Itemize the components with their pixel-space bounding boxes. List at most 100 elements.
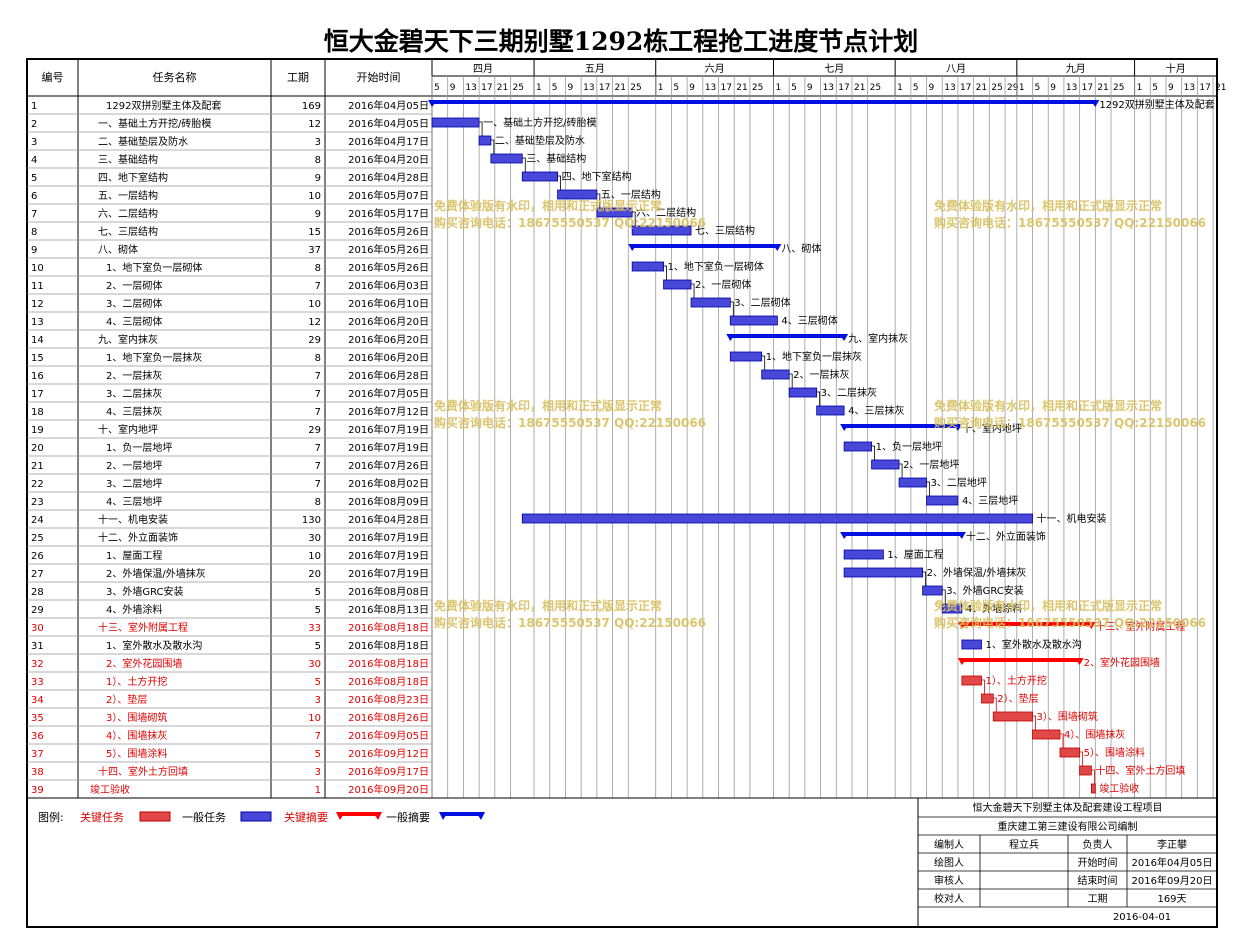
summary-end-marker — [1086, 622, 1096, 629]
task-duration: 7 — [315, 407, 321, 418]
task-duration: 7 — [315, 389, 321, 400]
dependency-line — [926, 481, 930, 496]
task-duration: 5 — [315, 587, 321, 598]
task-id: 16 — [31, 371, 44, 382]
header-start: 开始时间 — [357, 70, 401, 84]
day-tick-label: 9 — [567, 83, 573, 93]
task-start: 2016年08月02日 — [348, 477, 429, 490]
task-start: 2016年08月18日 — [348, 621, 429, 634]
task-name: 七、三层结构 — [98, 225, 158, 238]
dependency-line — [1032, 715, 1036, 730]
dependency-line — [993, 697, 997, 712]
task-start: 2016年04月05日 — [348, 117, 429, 130]
month-label: 七月 — [824, 63, 844, 75]
summary-end-marker — [628, 244, 638, 251]
task-name: 1、屋面工程 — [106, 550, 162, 562]
task-bar — [490, 153, 523, 164]
task-start: 2016年08月18日 — [348, 675, 429, 688]
task-id: 23 — [31, 497, 44, 508]
task-bar — [1091, 783, 1096, 794]
bar-label: 十三、室外附属工程 — [1095, 620, 1185, 633]
task-duration: 8 — [315, 155, 321, 166]
task-start: 2016年04月17日 — [348, 135, 429, 148]
task-id: 33 — [31, 677, 44, 688]
dependency-line — [942, 589, 946, 604]
watermark-line2: 购买咨询电话：18675550537 QQ:22150066 — [434, 215, 706, 230]
task-name: 5）、围墙涂料 — [106, 747, 167, 760]
task-id: 28 — [31, 587, 44, 598]
summary-end-marker — [839, 334, 849, 341]
task-bar — [926, 495, 959, 506]
dependency-line — [490, 139, 495, 154]
task-start: 2016年08月23日 — [348, 693, 429, 706]
day-tick-label: 25 — [630, 83, 641, 93]
day-tick-label: 21 — [1097, 83, 1108, 93]
day-tick-label: 9 — [1050, 83, 1056, 93]
info-date: 2016-04-01 — [1113, 912, 1171, 923]
task-name: 1、地下室负一层抹灰 — [106, 351, 202, 364]
task-start: 2016年07月26日 — [348, 459, 429, 472]
task-start: 2016年08月18日 — [348, 639, 429, 652]
dependency-line — [596, 193, 601, 208]
day-tick-label: 17 — [838, 83, 849, 93]
task-name: 4、三层砌体 — [106, 316, 162, 328]
day-tick-label: 25 — [991, 83, 1002, 93]
bar-label: 十、室内地坪 — [962, 422, 1022, 435]
summary-end-marker — [1090, 100, 1100, 107]
task-duration: 10 — [308, 191, 321, 202]
task-name: 3）、围墙砌筑 — [106, 711, 167, 724]
day-tick-label: 1 — [897, 83, 903, 93]
task-start: 2016年08月09日 — [348, 495, 429, 508]
summary-bar — [961, 622, 1092, 626]
task-bar — [941, 603, 963, 614]
summary-end-marker — [428, 100, 437, 107]
task-bar — [478, 135, 492, 146]
summary-end-marker — [957, 622, 967, 629]
month-label: 五月 — [585, 63, 605, 75]
task-name: 十一、机电安装 — [98, 513, 168, 526]
task-start: 2016年09月17日 — [348, 765, 429, 778]
task-name: 十三、室外附属工程 — [98, 621, 188, 634]
day-tick-label: 21 — [976, 83, 987, 93]
task-name: 2、一层地坪 — [106, 459, 162, 472]
summary-bar — [432, 100, 1096, 104]
task-duration: 7 — [315, 443, 321, 454]
task-duration: 10 — [308, 551, 321, 562]
task-id: 36 — [31, 731, 44, 742]
task-bar — [1032, 729, 1061, 740]
task-start: 2016年06月20日 — [348, 351, 429, 364]
task-bar — [690, 297, 731, 308]
info-checker-label: 校对人 — [934, 892, 964, 905]
task-id: 34 — [31, 695, 44, 706]
legend-critical-summary-marker — [336, 812, 345, 820]
bar-label: 六、二层结构 — [636, 206, 696, 219]
task-name: 2）、垫层 — [106, 693, 147, 706]
task-start: 2016年04月28日 — [348, 171, 429, 184]
task-id: 7 — [31, 209, 37, 220]
day-tick-label: 5 — [1152, 83, 1158, 93]
task-bar — [729, 351, 763, 362]
day-tick-label: 9 — [689, 83, 695, 93]
dependency-line — [981, 679, 985, 694]
task-duration: 130 — [302, 515, 321, 526]
month-label: 四月 — [473, 63, 493, 75]
task-start: 2016年06月20日 — [348, 333, 429, 346]
task-name: 六、二层结构 — [98, 207, 158, 220]
task-name: 四、地下室结构 — [98, 171, 168, 184]
task-id: 39 — [31, 785, 44, 796]
task-id: 3 — [31, 137, 37, 148]
info-company: 重庆建工第三建设有限公司编制 — [998, 820, 1138, 833]
task-id: 8 — [31, 227, 37, 238]
info-drawer-label: 绘图人 — [934, 856, 964, 869]
task-name: 4、三层地坪 — [106, 495, 162, 508]
info-editor: 程立兵 — [1009, 838, 1039, 851]
day-tick-label: 1 — [536, 83, 542, 93]
task-duration: 7 — [315, 371, 321, 382]
task-duration: 8 — [315, 353, 321, 364]
task-start: 2016年07月19日 — [348, 567, 429, 580]
dependency-line — [871, 445, 875, 460]
bar-label: 5）、围墙涂料 — [1084, 746, 1145, 759]
dependency-line — [632, 211, 636, 226]
task-bar — [1079, 765, 1092, 776]
legend-normal-summary-marker — [439, 812, 448, 820]
